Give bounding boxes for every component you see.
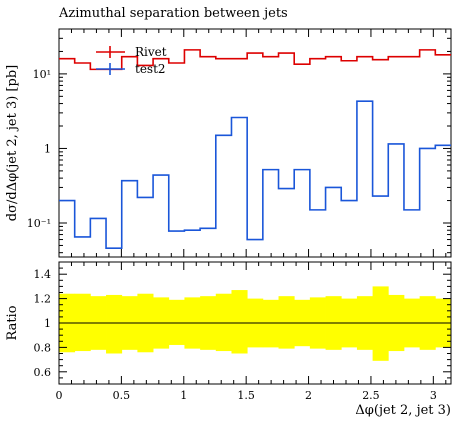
ratio-band-bin xyxy=(231,290,248,354)
ratio-y-tick-label: 1.4 xyxy=(34,268,52,281)
ratio-y-tick-label: 1.2 xyxy=(34,293,52,306)
ratio-y-tick-label: 0.6 xyxy=(34,366,52,379)
x-tick-label: 1 xyxy=(180,389,187,402)
ratio-band-bin xyxy=(262,299,279,348)
ratio-band-bin xyxy=(372,286,389,361)
legend-label-test2: test2 xyxy=(135,62,166,76)
main-y-tick-label: 10¹ xyxy=(33,68,51,81)
main-x-ticks xyxy=(58,29,447,257)
main-series xyxy=(59,49,451,249)
ratio-y-axis-label: Ratio xyxy=(5,305,20,340)
ratio-x-ticks: 0 0.5 1 1.5 2 2.5 3 xyxy=(56,262,447,402)
x-tick-label: 1.5 xyxy=(237,389,255,402)
main-y-axis-label: dσ/dΔφ(jet 2, jet 3) [pb] xyxy=(5,65,20,221)
ratio-band-bin xyxy=(278,296,295,349)
series-line-rivet xyxy=(59,49,451,71)
ratio-band xyxy=(59,286,452,361)
ratio-y-tick-label: 0.8 xyxy=(34,341,52,354)
main-panel: 10⁻¹ 1 10¹ Rivet test2 xyxy=(27,28,452,258)
ratio-y-ticks: 0.6 0.8 1 1.2 1.4 xyxy=(34,261,451,385)
ratio-band-bin xyxy=(74,293,91,352)
x-tick-label: 0 xyxy=(56,389,63,402)
ratio-y-tick-label: 1 xyxy=(44,317,51,330)
x-tick-label: 0.5 xyxy=(113,389,131,402)
ratio-panel: 0.6 0.8 1 1.2 1.4 0 0.5 1 1.5 2 2.5 3 xyxy=(34,261,452,402)
chart-title: Azimuthal separation between jets xyxy=(58,6,288,21)
x-tick-label: 2.5 xyxy=(362,389,380,402)
x-tick-label: 3 xyxy=(430,389,437,402)
main-y-ticks: 10⁻¹ 1 10¹ xyxy=(27,28,451,254)
main-panel-frame xyxy=(58,28,452,258)
legend-label-rivet: Rivet xyxy=(135,45,167,59)
main-y-tick-label: 1 xyxy=(44,142,51,155)
x-axis-label: Δφ(jet 2, jet 3) xyxy=(355,403,451,418)
ratio-band-bin xyxy=(106,294,123,354)
series-line-test2 xyxy=(59,100,451,249)
legend: Rivet test2 xyxy=(96,45,167,76)
ratio-band-bin xyxy=(168,299,185,345)
ratio-band-bin xyxy=(215,293,232,352)
main-y-tick-label: 10⁻¹ xyxy=(27,217,51,230)
x-tick-label: 2 xyxy=(305,389,312,402)
